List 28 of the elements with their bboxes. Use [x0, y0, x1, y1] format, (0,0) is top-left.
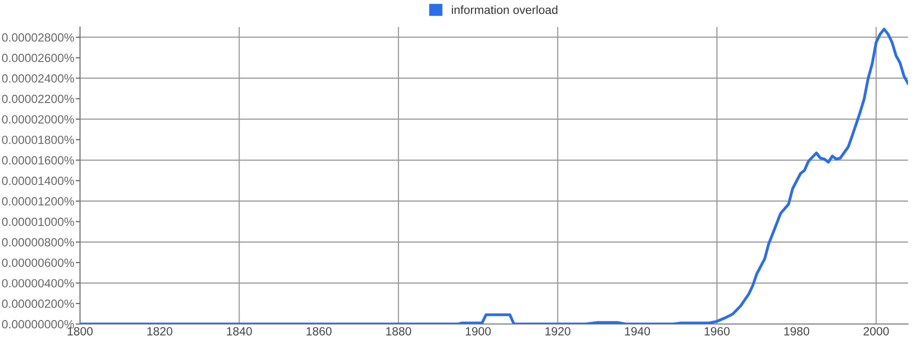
y-tick-label: 0.00002600% — [2, 54, 74, 62]
x-tick-label: 1840 — [227, 327, 252, 336]
x-tick-label: 1940 — [625, 327, 650, 336]
y-tick-label: 0.00002200% — [2, 94, 74, 104]
x-tick-label: 1980 — [784, 327, 810, 336]
y-tick-label: 0.00001400% — [2, 176, 74, 186]
x-tick-label: 1900 — [466, 327, 491, 336]
line-series — [80, 28, 908, 324]
y-tick-label: 0.00000800% — [2, 238, 74, 246]
x-tick-label: 1920 — [545, 327, 570, 336]
y-tick-label: 0.00001200% — [2, 197, 74, 206]
x-tick-label: 2000 — [864, 327, 889, 336]
x-tick-label: 1800 — [68, 327, 93, 336]
y-tick-label: 0.00000400% — [2, 279, 74, 288]
y-tick-label: 0.00000600% — [2, 258, 74, 267]
legend-label: information overload — [452, 5, 558, 14]
x-tick-label: 1860 — [306, 327, 332, 336]
x-tick-label: 1960 — [704, 327, 730, 336]
y-tick-label: 0.00002400% — [2, 74, 74, 83]
y-tick-label: 0.00000000% — [2, 320, 74, 328]
y-tick-label: 0.00000200% — [2, 300, 74, 308]
y-tick-label: 0.00001800% — [2, 136, 74, 144]
y-tick-label: 0.00002000% — [2, 115, 74, 124]
y-tick-label: 0.00001000% — [2, 218, 74, 226]
y-tick-label: 0.00002800% — [2, 33, 74, 42]
x-tick-label: 1880 — [386, 327, 412, 336]
y-tick-label: 0.00001600% — [2, 156, 74, 165]
x-tick-label: 1820 — [147, 327, 172, 336]
